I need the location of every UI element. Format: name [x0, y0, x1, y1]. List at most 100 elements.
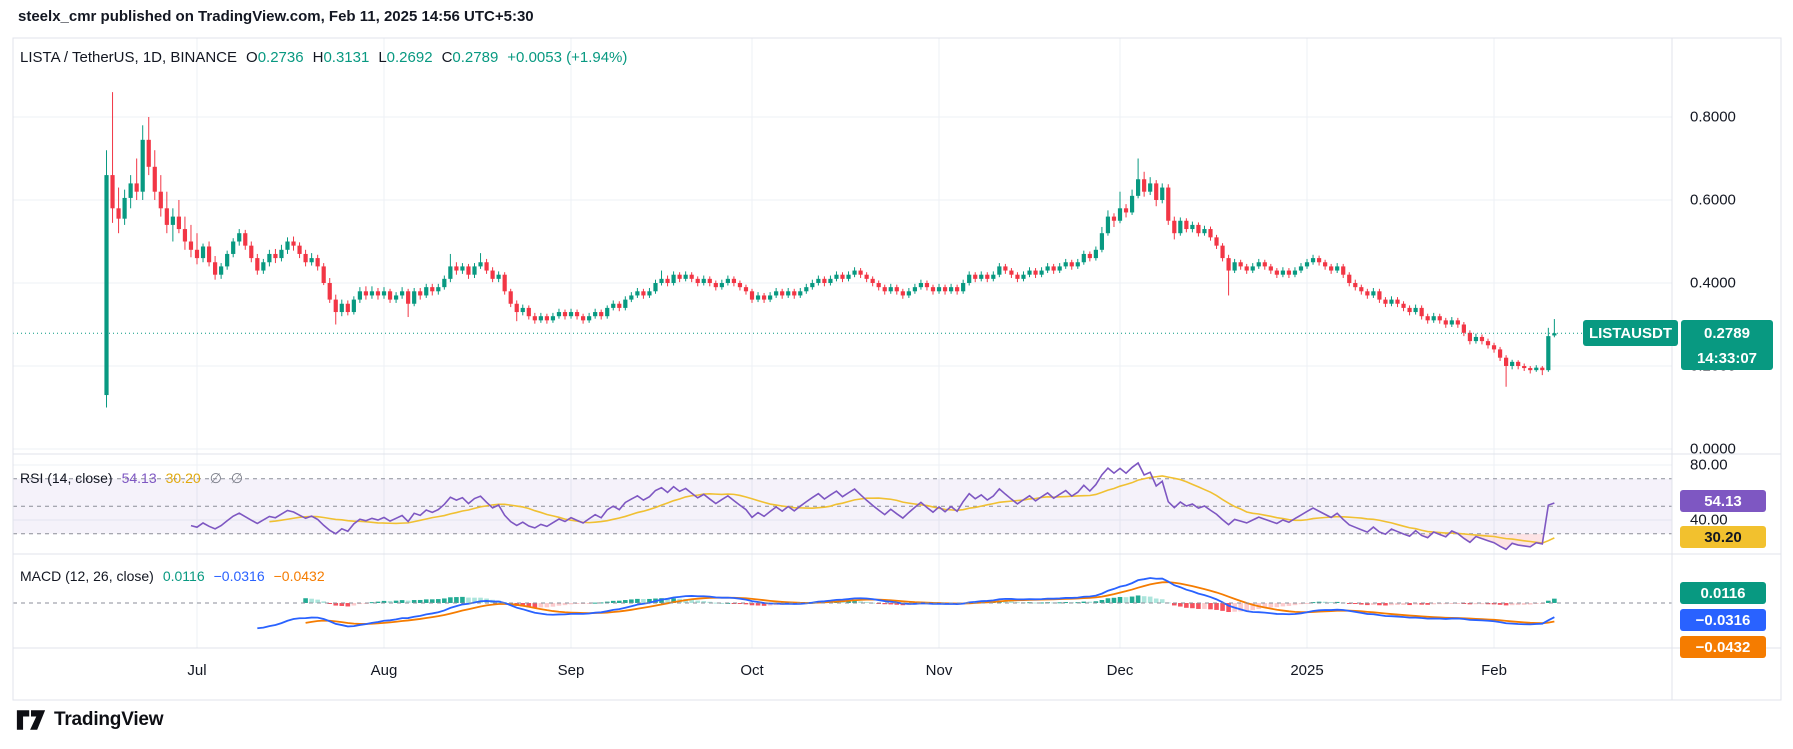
- price-axis-label[interactable]: 0.6000: [1690, 191, 1736, 209]
- price-axis-label[interactable]: 0.4000: [1690, 274, 1736, 292]
- time-axis-label[interactable]: Sep: [557, 662, 585, 679]
- macd-histogram-bar: [1455, 603, 1461, 604]
- macd-histogram-bar: [1081, 601, 1087, 603]
- macd-histogram-bar: [1298, 603, 1304, 605]
- time-axis-label[interactable]: Nov: [925, 662, 953, 679]
- macd-histogram-bar: [1359, 603, 1364, 605]
- macd-histogram-bar: [1328, 602, 1334, 604]
- macd-histogram-bar: [1153, 598, 1159, 603]
- tradingview-branding[interactable]: TradingView: [16, 708, 164, 732]
- change-value: +0.0053 (+1.94%): [507, 49, 628, 66]
- macd-histogram-bar: [1129, 596, 1135, 603]
- macd-histogram-bar: [405, 600, 411, 603]
- current-price-badge[interactable]: 0.2789 14:33:07: [1681, 320, 1773, 370]
- time-axis-label[interactable]: Jul: [187, 662, 207, 679]
- macd-histogram-bar: [568, 603, 574, 605]
- macd-histogram-bar: [1105, 598, 1111, 603]
- macd-histogram-bar: [858, 601, 863, 603]
- macd-histogram-bar: [423, 599, 429, 603]
- ohlc-close: C 0.2789: [441, 49, 499, 66]
- macd-histogram-bar: [1280, 603, 1286, 607]
- macd-histogram-bar: [1159, 599, 1165, 603]
- rsi-legend-ma-value: 30.20: [165, 470, 201, 486]
- macd-histogram-bar: [1214, 603, 1219, 610]
- price-axis-label[interactable]: 0.0000: [1690, 440, 1736, 458]
- current-price-value: 0.2789: [1704, 324, 1750, 342]
- macd-histogram-bar: [544, 603, 550, 608]
- time-axis-label[interactable]: Aug: [370, 662, 398, 679]
- rsi-ma-value-badge[interactable]: 30.20: [1680, 526, 1766, 548]
- macd-histogram-bar: [1449, 603, 1455, 604]
- macd-histogram-bar: [556, 603, 562, 606]
- macd-histogram-bar: [1033, 602, 1038, 604]
- rsi-value-badge[interactable]: 54.13: [1680, 490, 1766, 512]
- macd-histogram-bar: [894, 603, 900, 605]
- macd-histogram-bar: [1395, 603, 1400, 606]
- macd-histogram-bar: [1117, 596, 1123, 603]
- macd-histogram-bar: [460, 596, 465, 603]
- macd-histogram-bar: [357, 603, 363, 605]
- price-axis-label[interactable]: 0.8000: [1690, 108, 1736, 126]
- macd-histogram-bar: [1467, 603, 1473, 605]
- macd-histogram-bar: [1425, 603, 1430, 605]
- rsi-line: [190, 461, 1555, 551]
- macd-histogram-bar: [417, 599, 423, 603]
- time-axis-label[interactable]: Dec: [1106, 662, 1134, 679]
- time-axis-label[interactable]: 2025: [1290, 662, 1324, 679]
- macd-histogram-bar: [309, 598, 314, 603]
- macd-histogram-bar: [1196, 603, 1201, 609]
- macd-histogram-bar: [1147, 596, 1153, 603]
- time-axis-label[interactable]: Oct: [740, 662, 764, 679]
- macd-histogram-bar: [339, 603, 345, 606]
- macd-histogram-bar: [1063, 602, 1069, 604]
- macd-histogram-bar: [761, 603, 767, 606]
- macd-histogram-bar: [1172, 603, 1177, 606]
- macd-histogram-bar: [1009, 601, 1014, 603]
- macd-histogram-bar: [749, 603, 755, 606]
- macd-histogram-bar: [1443, 603, 1449, 605]
- macd-histogram-bar: [1268, 603, 1274, 608]
- macd-legend-signal: −0.0432: [273, 568, 325, 584]
- macd-legend[interactable]: MACD (12, 26, close) 0.0116 −0.0316 −0.0…: [20, 568, 325, 584]
- macd-histogram-bar: [1093, 601, 1099, 603]
- macd-histogram-bar: [1546, 600, 1551, 603]
- rsi-axis-label[interactable]: 80.00: [1690, 456, 1728, 474]
- macd-histogram-bar: [1479, 603, 1485, 605]
- rsi-hidden-value-icon: ∅: [209, 470, 222, 486]
- ohlc-low: L 0.2692: [378, 49, 433, 66]
- macd-line-badge[interactable]: −0.0316: [1680, 609, 1766, 631]
- macd-histogram-bar: [882, 603, 888, 605]
- macd-histogram-bar: [1437, 603, 1443, 605]
- rsi-legend[interactable]: RSI (14, close) 54.13 30.20 ∅ ∅: [20, 470, 243, 487]
- macd-histogram-bar: [1178, 603, 1183, 607]
- tradingview-logo-icon: [16, 708, 46, 732]
- macd-hist-badge[interactable]: 0.0116: [1680, 582, 1766, 604]
- macd-histogram-bar: [1365, 603, 1370, 606]
- macd-histogram-bar: [1413, 603, 1418, 605]
- macd-histogram-bar: [429, 599, 435, 603]
- macd-histogram-bar: [387, 600, 393, 603]
- macd-signal-badge[interactable]: −0.0432: [1680, 636, 1766, 658]
- macd-histogram-bar: [327, 603, 333, 604]
- macd-histogram-bar: [864, 601, 869, 603]
- rsi-axis-label[interactable]: 40.00: [1690, 511, 1728, 529]
- macd-histogram-bar: [411, 600, 417, 603]
- countdown-timer: 14:33:07: [1696, 349, 1758, 367]
- symbol-title: LISTA / TetherUS, 1D, BINANCE: [20, 49, 238, 66]
- macd-histogram-bar: [351, 603, 357, 606]
- macd-histogram-bar: [1304, 603, 1310, 604]
- macd-histogram-bar: [393, 600, 399, 603]
- ohlc-high: H 0.3131: [312, 49, 370, 66]
- symbol-price-tag[interactable]: LISTAUSDT: [1583, 320, 1678, 346]
- time-axis-label[interactable]: Feb: [1481, 662, 1507, 679]
- macd-histogram-bar: [1407, 603, 1412, 606]
- macd-histogram-bar: [1057, 602, 1062, 604]
- candlestick-series: [104, 92, 1557, 408]
- macd-histogram-bar: [315, 599, 320, 603]
- macd-histogram-bar: [598, 602, 604, 604]
- macd-histogram-bar: [1220, 603, 1225, 611]
- macd-histogram-bar: [635, 598, 640, 603]
- macd-histogram-bar: [303, 598, 308, 603]
